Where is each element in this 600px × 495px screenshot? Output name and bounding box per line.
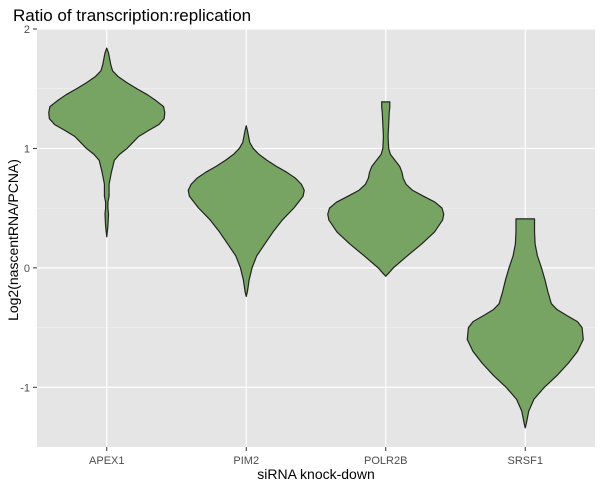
violin-pim2	[187, 125, 305, 298]
y-tick-label: 0	[24, 263, 30, 275]
y-tick-label: 1	[24, 143, 30, 155]
violin-srsf1	[466, 218, 584, 429]
violin-polr2b	[327, 101, 445, 277]
x-tick-label: SRSF1	[508, 455, 543, 467]
x-tick-label: POLR2B	[364, 455, 407, 467]
plot-panel: -1 0 1 2 APEX1 PIM2 POLR2B SRSF1	[20, 24, 595, 467]
y-tick-label: 2	[24, 24, 30, 36]
x-tick-label: APEX1	[89, 455, 124, 467]
chart-title: Ratio of transcription:replication	[13, 6, 251, 25]
x-axis-label: siRNA knock-down	[257, 466, 375, 482]
y-tick-label: -1	[20, 382, 30, 394]
violin-apex1	[48, 47, 166, 238]
y-axis-label: Log2(nascentRNA/PCNA)	[5, 159, 21, 321]
x-tick-label: PIM2	[233, 455, 259, 467]
